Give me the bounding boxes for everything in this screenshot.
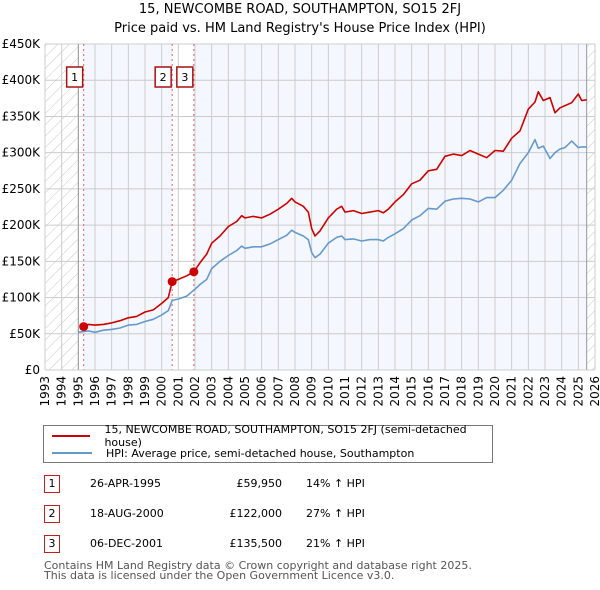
x-tick-label: 2009 bbox=[305, 376, 319, 407]
marker-label: 3 bbox=[181, 71, 188, 84]
x-tick-label: 2004 bbox=[221, 376, 235, 407]
transaction-hpi-diff: 21% ↑ HPI bbox=[306, 537, 365, 550]
property-line-swatch bbox=[52, 435, 91, 437]
transaction-date: 06-DEC-2001 bbox=[90, 537, 164, 550]
x-tick-label: 2024 bbox=[555, 376, 569, 407]
transaction-number-badge: 1 bbox=[44, 475, 60, 493]
y-tick-label: £100K bbox=[2, 291, 42, 305]
hpi-line-swatch bbox=[52, 452, 92, 454]
y-tick-label: £300K bbox=[2, 146, 42, 160]
legend-item-hpi: HPI: Average price, semi-detached house,… bbox=[52, 444, 414, 462]
legend-item-property: 15, NEWCOMBE ROAD, SOUTHAMPTON, SO15 2FJ… bbox=[52, 423, 492, 449]
transaction-hpi-diff: 14% ↑ HPI bbox=[306, 477, 365, 490]
x-tick-label: 2008 bbox=[288, 376, 302, 407]
x-tick-label: 2014 bbox=[388, 376, 402, 407]
x-tick-label: 2003 bbox=[205, 376, 219, 407]
x-tick-label: 2007 bbox=[271, 376, 285, 407]
x-tick-label: 1994 bbox=[55, 376, 69, 407]
transaction-price: £59,950 bbox=[236, 477, 283, 490]
x-tick-label: 2021 bbox=[505, 376, 519, 407]
y-tick-label: £400K bbox=[2, 73, 42, 87]
licence-notice: This data is licensed under the Open Gov… bbox=[44, 569, 395, 582]
x-tick-label: 2019 bbox=[471, 376, 485, 407]
x-tick-label: 2026 bbox=[588, 376, 600, 407]
x-tick-label: 2001 bbox=[171, 376, 185, 407]
transaction-price: £135,500 bbox=[229, 537, 283, 550]
y-tick-label: £0 bbox=[25, 363, 40, 377]
x-tick-label: 2020 bbox=[488, 376, 502, 407]
sale-point bbox=[167, 277, 177, 287]
x-tick-label: 2013 bbox=[371, 376, 385, 407]
chart-title: 15, NEWCOMBE ROAD, SOUTHAMPTON, SO15 2FJ bbox=[138, 2, 462, 17]
price-chart: £0 £50K £100K £150K £200K £250K £300K £350K £400… bbox=[2, 37, 600, 407]
x-tick-label: 1995 bbox=[71, 376, 85, 407]
y-tick-label: £50K bbox=[9, 327, 41, 341]
x-tick-label: 2006 bbox=[255, 376, 269, 407]
x-tick-label: 2025 bbox=[571, 376, 585, 407]
y-tick-label: £450K bbox=[2, 37, 42, 51]
y-tick-label: £150K bbox=[2, 254, 42, 268]
no-data-hatch bbox=[586, 44, 595, 370]
x-tick-label: 2022 bbox=[521, 376, 535, 407]
legend-property-label: 15, NEWCOMBE ROAD, SOUTHAMPTON, SO15 2FJ… bbox=[104, 423, 467, 449]
transaction-number-badge: 2 bbox=[44, 505, 60, 523]
x-tick-label: 2015 bbox=[405, 376, 419, 407]
x-tick-label: 2002 bbox=[188, 376, 202, 407]
transaction-date: 26-APR-1995 bbox=[90, 477, 162, 490]
legend-hpi-label: HPI: Average price, semi-detached house,… bbox=[106, 446, 415, 460]
copyright-notice: Contains HM Land Registry data © Crown c… bbox=[44, 559, 472, 572]
transaction-number-badge: 3 bbox=[44, 535, 60, 553]
marker-label-box bbox=[176, 66, 194, 88]
y-tick-label: £350K bbox=[2, 109, 42, 123]
hpi-line bbox=[78, 138, 587, 334]
y-tick-label: £250K bbox=[2, 182, 42, 196]
sale-point bbox=[79, 322, 89, 332]
x-tick-label: 1996 bbox=[88, 376, 102, 407]
x-tick-label: 2010 bbox=[321, 376, 335, 407]
x-tick-label: 2012 bbox=[355, 376, 369, 407]
marker-label: 2 bbox=[160, 71, 167, 84]
x-tick-label: 2005 bbox=[238, 376, 252, 407]
x-tick-label: 2017 bbox=[438, 376, 452, 407]
x-tick-label: 2016 bbox=[421, 376, 435, 407]
chart-subtitle: Price paid vs. HM Land Registry's House … bbox=[114, 21, 486, 36]
x-tick-label: 1993 bbox=[38, 376, 52, 407]
marker-label-box bbox=[65, 66, 84, 88]
transaction-date: 18-AUG-2000 bbox=[90, 507, 164, 520]
sale-point bbox=[189, 267, 199, 277]
x-tick-label: 2023 bbox=[538, 376, 552, 407]
attribution-footer: Contains HM Land Registry data © Crown c… bbox=[44, 559, 472, 582]
transaction-price: £122,000 bbox=[229, 507, 283, 520]
x-tick-label: 2000 bbox=[155, 376, 169, 407]
x-tick-label: 1998 bbox=[121, 376, 135, 407]
x-tick-label: 2011 bbox=[338, 376, 352, 407]
transaction-hpi-diff: 27% ↑ HPI bbox=[306, 507, 365, 520]
x-tick-label: 2018 bbox=[455, 376, 469, 407]
marker-label: 1 bbox=[71, 71, 78, 84]
y-tick-label: £200K bbox=[2, 218, 42, 232]
chart-legend: 15, NEWCOMBE ROAD, SOUTHAMPTON, SO15 2FJ… bbox=[43, 423, 493, 463]
x-tick-label: 1997 bbox=[105, 376, 119, 407]
marker-label-box bbox=[154, 66, 172, 88]
x-tick-label: 1999 bbox=[138, 376, 152, 407]
